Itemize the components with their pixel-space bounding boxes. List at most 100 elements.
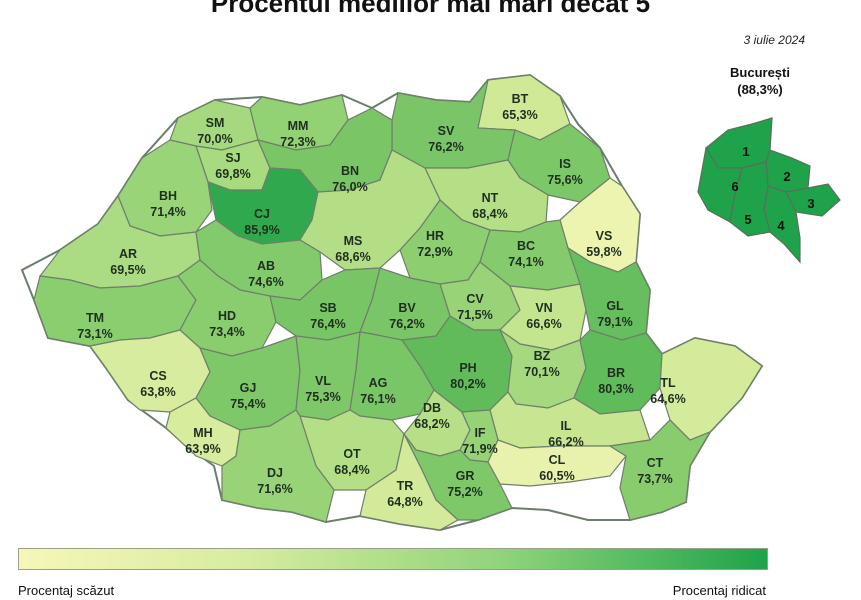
county-code-label: VN <box>535 301 552 315</box>
county-value-label: 85,9% <box>244 223 279 237</box>
legend-high-label: Procentaj ridicat <box>672 583 766 598</box>
county-code-label: BR <box>607 366 625 380</box>
county-code-label: CJ <box>254 207 270 221</box>
bucharest-sector-label: 5 <box>744 212 751 227</box>
county-code-label: TM <box>86 311 104 325</box>
county-value-label: 79,1% <box>597 315 632 329</box>
bucharest-inset: 1 2 3 4 5 6 <box>697 117 841 264</box>
county-code-label: GR <box>456 469 475 483</box>
county-code-label: MM <box>288 119 309 133</box>
bucharest-sector-label: 6 <box>731 179 738 194</box>
county-value-label: 65,3% <box>502 108 537 122</box>
county-value-label: 75,3% <box>305 390 340 404</box>
county-ct[interactable] <box>608 419 712 521</box>
county-code-label: BV <box>398 301 416 315</box>
county-value-label: 75,2% <box>447 485 482 499</box>
county-code-label: CS <box>149 369 166 383</box>
county-value-label: 76,1% <box>360 392 395 406</box>
county-value-label: 71,9% <box>462 442 497 456</box>
bucharest-sector-label: 2 <box>783 169 790 184</box>
county-bh[interactable] <box>117 139 213 237</box>
county-value-label: 73,7% <box>637 472 672 486</box>
county-code-label: BN <box>341 164 359 178</box>
county-value-label: 70,0% <box>197 132 232 146</box>
county-code-label: CL <box>549 453 566 467</box>
county-value-label: 71,6% <box>257 482 292 496</box>
county-hd[interactable] <box>177 259 277 357</box>
county-code-label: BZ <box>534 349 551 363</box>
county-value-label: 69,8% <box>215 167 250 181</box>
county-tr[interactable] <box>359 432 460 531</box>
bucharest-value: (88,3%) <box>737 82 783 97</box>
county-value-label: 75,6% <box>547 173 582 187</box>
county-value-label: 68,4% <box>334 463 369 477</box>
county-code-label: PH <box>459 361 476 375</box>
county-value-label: 80,3% <box>598 382 633 396</box>
county-value-label: 64,8% <box>387 495 422 509</box>
county-value-label: 80,2% <box>450 377 485 391</box>
county-code-label: SJ <box>225 151 240 165</box>
county-code-label: MS <box>344 234 363 248</box>
county-code-label: SM <box>206 116 225 130</box>
county-value-label: 71,4% <box>150 205 185 219</box>
map-title: Procentul mediilor mai mari decât 5 <box>210 0 651 18</box>
county-code-label: OT <box>343 447 361 461</box>
county-value-label: 60,5% <box>539 469 574 483</box>
county-tl[interactable] <box>659 337 763 441</box>
bucharest-name: București <box>730 65 790 80</box>
county-code-label: BH <box>159 189 177 203</box>
county-code-label: IS <box>559 157 571 171</box>
county-code-label: MH <box>193 426 212 440</box>
county-value-label: 64,6% <box>650 392 685 406</box>
county-code-label: NT <box>482 191 499 205</box>
county-value-label: 74,6% <box>248 275 283 289</box>
county-code-label: HD <box>218 309 236 323</box>
county-code-label: BC <box>517 239 535 253</box>
bucharest-sector-label: 1 <box>742 144 749 159</box>
bucharest-sector-1[interactable] <box>705 117 773 169</box>
county-code-label: CT <box>647 456 664 470</box>
county-value-label: 75,4% <box>230 397 265 411</box>
county-code-label: DB <box>423 401 441 415</box>
county-code-label: VL <box>315 374 331 388</box>
county-code-label: GJ <box>240 381 257 395</box>
legend-color-bar <box>18 548 768 570</box>
county-value-label: 68,6% <box>335 250 370 264</box>
county-value-label: 69,5% <box>110 263 145 277</box>
county-value-label: 70,1% <box>524 365 559 379</box>
county-value-label: 76,4% <box>310 317 345 331</box>
county-code-label: IL <box>560 419 571 433</box>
county-shapes <box>33 74 763 531</box>
county-value-label: 63,9% <box>185 442 220 456</box>
county-value-label: 68,4% <box>472 207 507 221</box>
county-code-label: DJ <box>267 466 283 480</box>
county-value-label: 63,8% <box>140 385 175 399</box>
county-code-label: HR <box>426 229 444 243</box>
county-value-label: 66,2% <box>548 435 583 449</box>
bucharest-sector-6[interactable] <box>697 146 743 223</box>
bucharest-label: București (88,3%) <box>700 64 820 98</box>
romania-map: 1 2 3 4 5 6 SM 70,0% MM 72,3% BT 65,3% SV 76,2% SJ 69,… <box>20 73 841 532</box>
county-value-label: 72,3% <box>280 135 315 149</box>
county-code-label: GL <box>606 299 624 313</box>
bucharest-sector-label: 4 <box>777 218 785 233</box>
county-code-label: SB <box>319 301 336 315</box>
county-value-label: 76,0% <box>332 180 367 194</box>
county-value-label: 76,2% <box>389 317 424 331</box>
county-code-label: TR <box>397 479 414 493</box>
county-code-label: SV <box>438 124 455 138</box>
county-value-label: 71,5% <box>457 308 492 322</box>
county-value-label: 73,1% <box>77 327 112 341</box>
map-date: 3 iulie 2024 <box>743 33 805 47</box>
county-dj[interactable] <box>221 409 335 523</box>
county-value-label: 68,2% <box>414 417 449 431</box>
county-value-label: 72,9% <box>417 245 452 259</box>
bucharest-sector-label: 3 <box>807 196 814 211</box>
county-value-label: 73,4% <box>209 325 244 339</box>
county-labels: SM 70,0% MM 72,3% BT 65,3% SV 76,2% SJ 69,8% BN 76,… <box>77 92 685 509</box>
county-code-label: BT <box>512 92 529 106</box>
county-code-label: AR <box>119 247 137 261</box>
county-value-label: 76,2% <box>428 140 463 154</box>
county-value-label: 74,1% <box>508 255 543 269</box>
county-code-label: TL <box>660 376 676 390</box>
